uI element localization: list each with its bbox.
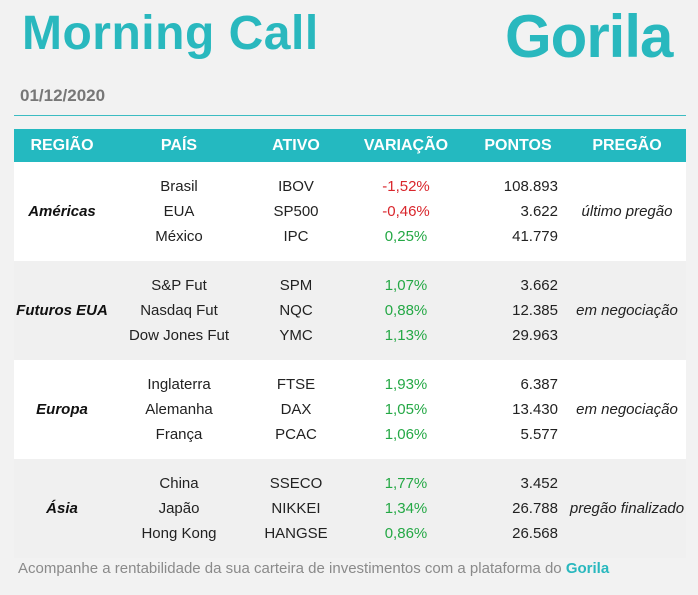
asset-cell: SSECO [269,475,323,492]
asset-cell: HANGSE [264,525,328,542]
region-label: Ásia [46,500,78,517]
footer-note: Acompanhe a rentabilidade da sua carteir… [18,560,609,577]
asset-cell: NIKKEI [271,500,321,517]
region-label: Europa [36,401,88,418]
points-cell: 26.788 [512,500,558,517]
points-cell: 41.779 [512,228,558,245]
asset-cell: PCAC [275,426,317,443]
column-header-country: PAÍS [160,136,198,154]
table-row: Alemanha DAX 1,05% 13.430 [110,397,568,422]
country-cell: México [155,228,203,245]
region-group: Futuros EUA S&P Fut SPM 1,07% 3.662 Nasd… [14,261,686,360]
variation-cell: 0,88% [384,302,428,319]
variation-cell: -0,46% [382,203,430,220]
country-cell: Dow Jones Fut [128,327,230,344]
points-cell: 5.577 [520,426,558,443]
asset-cell: FTSE [276,376,316,393]
points-cell: 108.893 [503,178,558,195]
points-cell: 12.385 [512,302,558,319]
pregao-status: em negociação [576,302,678,319]
table-row: França PCAC 1,06% 5.577 [110,422,568,447]
country-cell: França [155,426,203,443]
country-cell: EUA [163,203,195,220]
points-cell: 6.387 [520,376,558,393]
region-label: Futuros EUA [16,302,108,319]
region-group: Ásia China SSECO 1,77% 3.452 Japão NIKKE… [14,459,686,558]
variation-cell: 1,77% [384,475,428,492]
country-cell: Hong Kong [141,525,217,542]
country-cell: China [159,475,199,492]
pregao-status: pregão finalizado [569,500,685,517]
pregao-status: último pregão [581,203,673,220]
table-row: China SSECO 1,77% 3.452 [110,471,568,496]
table-header: REGIÃO PAÍS ATIVO VARIAÇÃO PONTOS PREGÃO [14,129,686,162]
variation-cell: 0,86% [384,525,428,542]
asset-cell: DAX [280,401,312,418]
table-row: Brasil IBOV -1,52% 108.893 [110,174,568,199]
column-header-variation: VARIAÇÃO [363,136,449,154]
markets-table: REGIÃO PAÍS ATIVO VARIAÇÃO PONTOS PREGÃO… [14,129,686,558]
variation-cell: 1,34% [384,500,428,517]
variation-cell: 1,06% [384,426,428,443]
page-title: Morning Call [22,7,319,60]
variation-cell: 1,07% [384,277,428,294]
variation-cell: 1,93% [384,376,428,393]
country-cell: Alemanha [145,401,213,418]
points-cell: 29.963 [512,327,558,344]
points-cell: 13.430 [512,401,558,418]
table-row: EUA SP500 -0,46% 3.622 [110,199,568,224]
gorila-logo: Gorila [505,3,673,70]
pregao-status: em negociação [576,401,678,418]
points-cell: 26.568 [512,525,558,542]
column-header-pregao: PREGÃO [592,137,662,154]
footer-brand-link[interactable]: Gorila [565,560,610,577]
country-cell: Nasdaq Fut [140,302,218,319]
variation-cell: 1,05% [384,401,428,418]
table-row: S&P Fut SPM 1,07% 3.662 [110,273,568,298]
country-cell: Japão [158,500,200,517]
asset-cell: YMC [279,327,313,344]
table-row: Nasdaq Fut NQC 0,88% 12.385 [110,298,568,323]
column-header-points: PONTOS [484,136,552,154]
country-cell: Inglaterra [147,376,211,393]
table-row: Japão NIKKEI 1,34% 26.788 [110,496,568,521]
footer-text: Acompanhe a rentabilidade da sua carteir… [18,560,562,577]
column-header-asset: ATIVO [272,136,320,154]
column-header-region: REGIÃO [30,137,94,154]
table-row: Dow Jones Fut YMC 1,13% 29.963 [110,323,568,348]
region-label: Américas [28,203,96,220]
asset-cell: NQC [279,302,313,319]
table-row: México IPC 0,25% 41.779 [110,224,568,249]
header-divider [14,115,686,116]
country-cell: S&P Fut [151,277,207,294]
variation-cell: -1,52% [382,178,430,195]
country-cell: Brasil [160,178,198,195]
variation-cell: 0,25% [384,228,428,245]
asset-cell: IBOV [278,178,314,195]
asset-cell: IPC [283,228,309,245]
table-row: Inglaterra FTSE 1,93% 6.387 [110,372,568,397]
region-group: Américas Brasil IBOV -1,52% 108.893 EUA … [14,162,686,261]
points-cell: 3.622 [520,203,558,220]
points-cell: 3.452 [520,475,558,492]
region-group: Europa Inglaterra FTSE 1,93% 6.387 Alema… [14,360,686,459]
asset-cell: SPM [279,277,313,294]
variation-cell: 1,13% [384,327,428,344]
report-date: 01/12/2020 [20,86,106,105]
points-cell: 3.662 [520,277,558,294]
asset-cell: SP500 [273,203,319,220]
table-row: Hong Kong HANGSE 0,86% 26.568 [110,521,568,546]
